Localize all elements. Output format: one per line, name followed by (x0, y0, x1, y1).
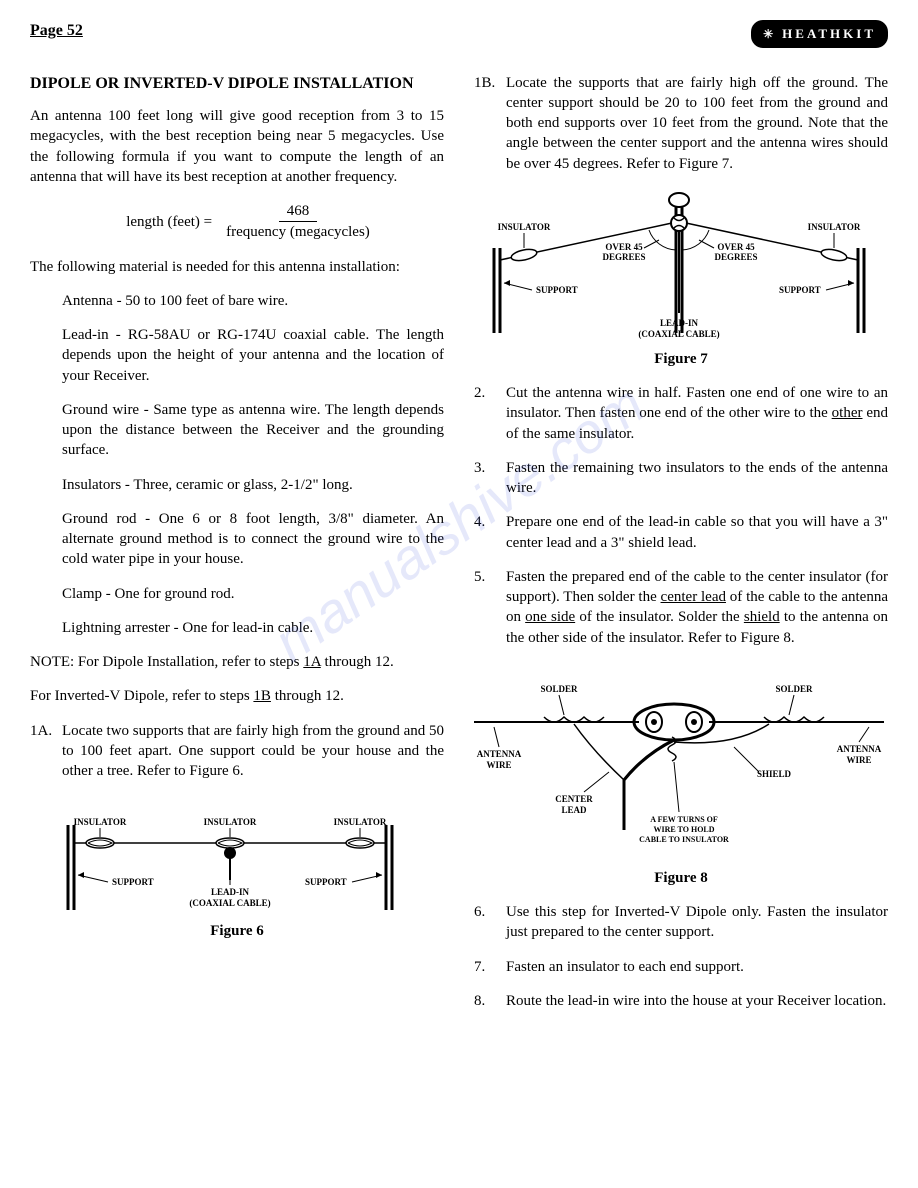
page-number: Page 52 (30, 20, 83, 42)
svg-text:WIRE: WIRE (486, 760, 511, 770)
brand-text: HEATHKIT (782, 25, 876, 43)
svg-text:SUPPORT: SUPPORT (112, 877, 154, 887)
step-1b: 1B. Locate the supports that are fairly … (474, 73, 888, 174)
material-groundwire: Ground wire - Same type as antenna wire.… (62, 400, 444, 461)
svg-text:SHIELD: SHIELD (757, 769, 792, 779)
svg-text:ANTENNA: ANTENNA (477, 749, 522, 759)
step-2-body: Cut the antenna wire in half. Fasten one… (506, 383, 888, 444)
logo-star-icon: ✳ (763, 26, 776, 42)
svg-text:INSULATOR: INSULATOR (74, 817, 127, 827)
step-1b-body: Locate the supports that are fairly high… (506, 73, 888, 174)
svg-text:SUPPORT: SUPPORT (779, 285, 821, 295)
svg-text:INSULATOR: INSULATOR (204, 817, 257, 827)
step-3-num: 3. (474, 458, 506, 499)
material-groundrod: Ground rod - One 6 or 8 foot length, 3/8… (62, 509, 444, 570)
svg-text:LEAD: LEAD (561, 805, 587, 815)
step-2: 2. Cut the antenna wire in half. Fasten … (474, 383, 888, 444)
right-column: 1B. Locate the supports that are fairly … (474, 73, 888, 1026)
figure-8: SOLDER SOLDER ANTENNA WIRE ANTENNA WIRE … (474, 662, 888, 862)
svg-text:CENTER: CENTER (555, 794, 593, 804)
material-arrester: Lightning arrester - One for lead-in cab… (62, 618, 444, 638)
material-leadin: Lead-in - RG-58AU or RG-174U coaxial cab… (62, 325, 444, 386)
material-antenna: Antenna - 50 to 100 feet of bare wire. (62, 291, 444, 311)
step-4: 4. Prepare one end of the lead-in cable … (474, 512, 888, 553)
step-7-num: 7. (474, 957, 506, 977)
step-5: 5. Fasten the prepared end of the cable … (474, 567, 888, 648)
page-header: Page 52 ✳ HEATHKIT (30, 20, 888, 48)
brand-logo: ✳ HEATHKIT (751, 20, 888, 48)
step-3: 3. Fasten the remaining two insulators t… (474, 458, 888, 499)
step-4-body: Prepare one end of the lead-in cable so … (506, 512, 888, 553)
svg-text:SOLDER: SOLDER (775, 684, 813, 694)
step-4-num: 4. (474, 512, 506, 553)
svg-text:INSULATOR: INSULATOR (498, 222, 551, 232)
svg-text:INSULATOR: INSULATOR (334, 817, 387, 827)
step-1a: 1A. Locate two supports that are fairly … (30, 721, 444, 782)
figure-8-caption: Figure 8 (474, 868, 888, 888)
svg-text:OVER 45: OVER 45 (717, 242, 755, 252)
svg-text:WIRE: WIRE (846, 755, 871, 765)
figure-6: INSULATOR INSULATOR INSULATOR SUPPORT SU… (30, 795, 444, 915)
step-8-num: 8. (474, 991, 506, 1011)
step-3-body: Fasten the remaining two insulators to t… (506, 458, 888, 499)
material-clamp: Clamp - One for ground rod. (62, 584, 444, 604)
svg-text:SOLDER: SOLDER (540, 684, 578, 694)
formula: length (feet) = 468 frequency (megacycle… (60, 201, 444, 243)
step-1a-body: Locate two supports that are fairly high… (62, 721, 444, 782)
svg-text:SUPPORT: SUPPORT (305, 877, 347, 887)
svg-text:DEGREES: DEGREES (602, 252, 645, 262)
formula-lhs: length (feet) = (126, 212, 212, 232)
step-5-num: 5. (474, 567, 506, 648)
note-inverted-v: For Inverted-V Dipole, refer to steps 1B… (30, 686, 444, 706)
svg-text:CABLE TO INSULATOR: CABLE TO INSULATOR (639, 835, 729, 844)
step-7-body: Fasten an insulator to each end support. (506, 957, 888, 977)
formula-numerator: 468 (279, 201, 318, 222)
left-column: DIPOLE OR INVERTED-V DIPOLE INSTALLATION… (30, 73, 444, 1026)
step-6-body: Use this step for Inverted-V Dipole only… (506, 902, 888, 943)
svg-text:INSULATOR: INSULATOR (808, 222, 861, 232)
step-6: 6. Use this step for Inverted-V Dipole o… (474, 902, 888, 943)
materials-intro: The following material is needed for thi… (30, 257, 444, 277)
step-1b-num: 1B. (474, 73, 506, 174)
svg-text:LEAD-IN: LEAD-IN (660, 318, 699, 328)
step-2-num: 2. (474, 383, 506, 444)
figure-6-caption: Figure 6 (30, 921, 444, 941)
step-8: 8. Route the lead-in wire into the house… (474, 991, 888, 1011)
material-insulators: Insulators - Three, ceramic or glass, 2-… (62, 475, 444, 495)
figure-7-caption: Figure 7 (474, 349, 888, 369)
figure-7: INSULATOR INSULATOR OVER 45 DEGREES OVER… (474, 188, 888, 343)
svg-text:ANTENNA: ANTENNA (837, 744, 882, 754)
intro-paragraph: An antenna 100 feet long will give good … (30, 106, 444, 187)
svg-text:(COAXIAL CABLE): (COAXIAL CABLE) (189, 898, 270, 908)
formula-denominator: frequency (megacycles) (218, 222, 378, 242)
svg-text:OVER 45: OVER 45 (605, 242, 643, 252)
svg-text:(COAXIAL CABLE): (COAXIAL CABLE) (638, 329, 719, 339)
svg-text:SUPPORT: SUPPORT (536, 285, 578, 295)
note-dipole: NOTE: For Dipole Installation, refer to … (30, 652, 444, 672)
section-title: DIPOLE OR INVERTED-V DIPOLE INSTALLATION (30, 73, 444, 95)
step-8-body: Route the lead-in wire into the house at… (506, 991, 888, 1011)
step-6-num: 6. (474, 902, 506, 943)
step-7: 7. Fasten an insulator to each end suppo… (474, 957, 888, 977)
svg-text:WIRE TO HOLD: WIRE TO HOLD (653, 825, 714, 834)
svg-text:LEAD-IN: LEAD-IN (211, 887, 250, 897)
step-1a-num: 1A. (30, 721, 62, 782)
step-5-body: Fasten the prepared end of the cable to … (506, 567, 888, 648)
svg-text:A FEW TURNS OF: A FEW TURNS OF (650, 815, 718, 824)
svg-text:DEGREES: DEGREES (714, 252, 757, 262)
